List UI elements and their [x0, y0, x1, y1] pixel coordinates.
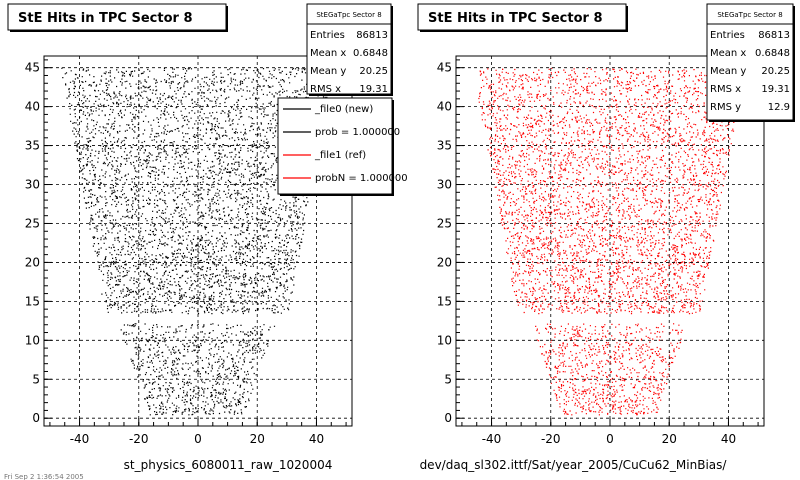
legend-label: probN = 1.000000 [315, 173, 408, 184]
plot-footer: st_physics_6080011_raw_1020004 [124, 458, 333, 472]
stats-box: StEGaTpc Sector 8 Entries 86813 Mean x 0.684… [706, 3, 795, 122]
plot-pad-2: -40 -20 0 20 40 0 5 10 15 20 25 30 35 40 45 StE Hits in… [417, 3, 795, 472]
corner-timestamp: Fri Sep 2 1:36:54 2005 [4, 473, 84, 480]
legend-label: _file1 (ref) [314, 150, 366, 161]
stats-title: StEGaTpc Sector 8 [316, 11, 381, 19]
plot-title: StE Hits in TPC Sector 8 [18, 11, 193, 26]
y-tick-label: 30 [437, 178, 452, 192]
x-tick-label: 20 [250, 432, 265, 446]
stats-label: RMS x [710, 84, 741, 95]
stats-box: StEGaTpc Sector 8 Entries 86813 Mean x 0.684… [306, 3, 393, 96]
stats-value: 20.25 [359, 66, 388, 77]
title-frame [417, 3, 627, 31]
x-tick-label: -20 [129, 432, 149, 446]
legend-label: prob = 1.000000 [315, 127, 400, 138]
y-tick-label: 40 [437, 100, 452, 114]
y-tick-label: 0 [32, 411, 40, 425]
x-tick-label: -20 [541, 432, 561, 446]
plot-title-box: StE Hits in TPC Sector 8 [7, 3, 228, 32]
x-tick-label: 40 [721, 432, 736, 446]
stats-value: 19.31 [359, 84, 388, 95]
stats-value: 19.31 [761, 84, 790, 95]
legend-label: _file0 (new) [314, 104, 373, 115]
stats-label: RMS y [710, 102, 741, 113]
axis-ticks: -40 -20 0 20 40 0 5 10 15 20 25 30 35 40 45 [437, 59, 759, 446]
plot-pad-1: -40 -20 0 20 40 0 5 10 15 20 25 30 35 40 45 StE Hits in… [7, 3, 408, 472]
y-tick-label: 5 [32, 372, 40, 386]
title-frame [7, 3, 227, 31]
stats-label: Entries [710, 30, 745, 41]
stats-label: Mean y [310, 66, 346, 77]
y-tick-label: 40 [25, 100, 40, 114]
y-tick-label: 15 [437, 294, 452, 308]
stats-frame [306, 3, 392, 95]
stats-label: RMS x [310, 84, 341, 95]
stats-label: Mean x [710, 48, 746, 59]
stats-value: 86813 [356, 30, 388, 41]
y-tick-label: 45 [437, 61, 452, 75]
stats-value: 86813 [758, 30, 790, 41]
y-tick-label: 35 [25, 139, 40, 153]
y-tick-label: 10 [437, 333, 452, 347]
stats-value: 0.6848 [353, 48, 388, 59]
x-tick-label: 0 [606, 432, 614, 446]
y-tick-label: 10 [25, 333, 40, 347]
scatter-points [478, 67, 743, 416]
y-tick-label: 35 [437, 139, 452, 153]
y-tick-label: 15 [25, 294, 40, 308]
x-tick-label: 40 [309, 432, 324, 446]
y-tick-label: 25 [25, 216, 40, 230]
stats-label: Mean y [710, 66, 746, 77]
plot-footer: dev/daq_sl302.ittf/Sat/year_2005/CuCu62_… [420, 458, 728, 472]
y-tick-label: 45 [25, 61, 40, 75]
x-tick-label: 0 [194, 432, 202, 446]
y-tick-label: 0 [444, 411, 452, 425]
x-tick-label: 20 [662, 432, 677, 446]
stats-value: 12.9 [768, 102, 790, 113]
stats-value: 20.25 [761, 66, 790, 77]
y-tick-label: 30 [25, 178, 40, 192]
stats-frame [706, 3, 794, 121]
stats-value: 0.6848 [755, 48, 790, 59]
plot-title: StE Hits in TPC Sector 8 [428, 11, 603, 26]
axis-ticks: -40 -20 0 20 40 0 5 10 15 20 25 30 35 40 45 [25, 59, 347, 446]
stats-label: Entries [310, 30, 345, 41]
scatter-hits [478, 67, 743, 416]
stats-title: StEGaTpc Sector 8 [717, 11, 782, 19]
plot-title-box: StE Hits in TPC Sector 8 [417, 3, 628, 32]
y-tick-label: 20 [437, 255, 452, 269]
y-tick-label: 5 [444, 372, 452, 386]
stats-label: Mean x [310, 48, 346, 59]
y-tick-label: 20 [25, 255, 40, 269]
x-tick-label: -40 [70, 432, 90, 446]
x-tick-label: -40 [482, 432, 502, 446]
y-tick-label: 25 [437, 216, 452, 230]
legend-box: _file0 (new) prob = 1.000000 _file1 (ref) p… [277, 97, 408, 196]
